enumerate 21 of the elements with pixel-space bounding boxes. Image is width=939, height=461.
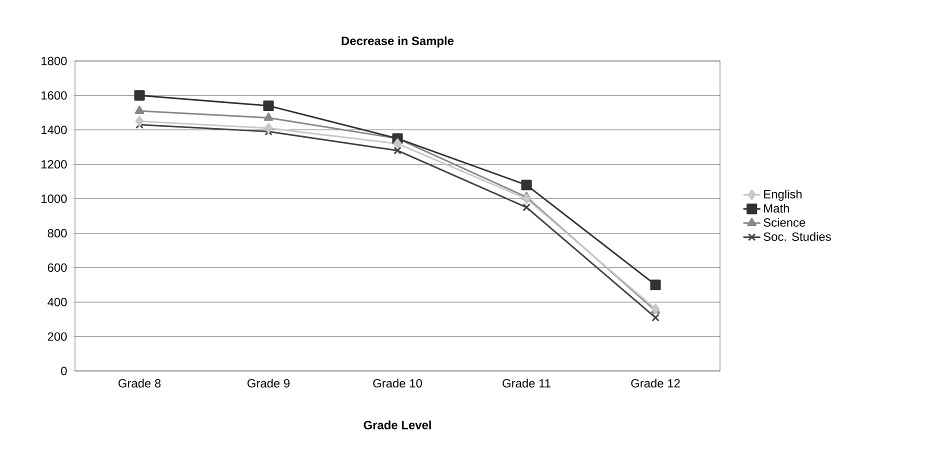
x-tick-label: Grade 11: [502, 378, 550, 388]
y-tick-label: 1400: [42, 126, 67, 134]
y-tick-label: 600: [48, 263, 67, 272]
x-tick-label: Grade 9: [248, 378, 290, 388]
x-tick-label: Grade 10: [373, 378, 422, 388]
y-tick-label: 1800: [42, 56, 67, 66]
y-tick-label: 200: [48, 332, 67, 341]
y-tick-label: 0: [61, 366, 67, 376]
y-tick-label: 1200: [42, 160, 67, 169]
legend-label: Science: [764, 218, 806, 227]
y-tick-label: 400: [48, 298, 67, 306]
y-tick-label: 1600: [42, 91, 67, 100]
x-tick-label: Grade 8: [118, 378, 161, 388]
legend-label: English: [764, 190, 802, 201]
legend-label: Math: [764, 204, 789, 213]
legend-label: Soc. Studies: [764, 232, 831, 241]
x-axis-title: Grade Level: [364, 420, 431, 430]
y-tick-label: 800: [48, 228, 67, 238]
chart-title: Decrease in Sample: [342, 36, 454, 48]
x-tick-label: Grade 12: [631, 378, 680, 388]
y-tick-label: 1000: [42, 194, 67, 203]
